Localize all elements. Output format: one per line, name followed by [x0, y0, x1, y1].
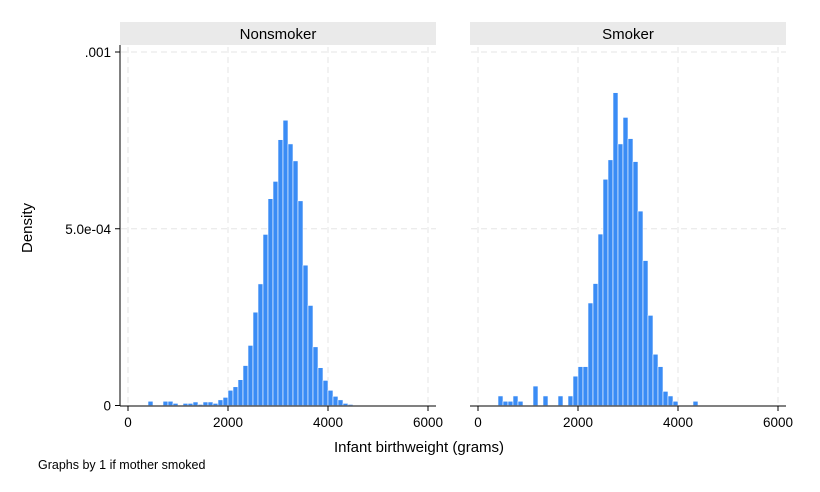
histogram-bar — [312, 346, 319, 406]
histogram-bar — [617, 143, 624, 406]
histogram-bar — [322, 380, 329, 406]
histogram-bar — [587, 302, 594, 406]
x-tick-label: 2000 — [213, 415, 243, 430]
x-tick-label: 4000 — [663, 415, 693, 430]
histogram-bar — [207, 401, 214, 406]
panels-group: Nonsmoker 0 2000 4000 6000 0 5.0e-04 .001 Smoker… — [65, 22, 793, 430]
histogram-bar — [672, 400, 679, 406]
y-tick-label: 0 — [103, 399, 111, 414]
histogram-bar — [342, 403, 349, 406]
histogram-bar — [692, 400, 699, 406]
histogram-bar — [327, 389, 334, 406]
histogram-bar — [202, 401, 209, 406]
strip-header — [120, 22, 436, 45]
histogram-bar — [307, 305, 314, 406]
histogram-bar — [557, 395, 564, 406]
x-tick-label: 0 — [474, 415, 482, 430]
histogram-bar — [217, 399, 224, 406]
histogram-bar — [592, 283, 599, 406]
histogram-bar — [602, 178, 609, 406]
panel-nonsmoker: Nonsmoker 0 2000 4000 6000 0 5.0e-04 .001 — [65, 22, 443, 430]
histogram-bar — [622, 117, 629, 406]
x-tick-label: 2000 — [563, 415, 593, 430]
histogram-bar — [532, 385, 539, 406]
histogram-bar — [292, 160, 299, 406]
histogram-bar — [662, 391, 669, 406]
x-axis-title: Infant birthweight (grams) — [334, 439, 504, 456]
histogram-bar — [512, 395, 519, 406]
histogram-bar — [572, 375, 579, 406]
histogram-bar — [297, 200, 304, 406]
strip-header — [470, 22, 786, 45]
histogram-bar — [567, 395, 574, 406]
histogram-bar — [282, 119, 289, 406]
histogram-bar — [237, 379, 244, 406]
y-tick-label: .001 — [85, 45, 111, 60]
histogram-bar — [497, 395, 504, 406]
x-tick-label: 6000 — [413, 415, 443, 430]
y-axis-title: Density — [19, 202, 36, 253]
histogram-bar — [337, 399, 344, 406]
histogram-bar — [597, 233, 604, 406]
x-tick-label: 0 — [124, 415, 132, 430]
histogram-bar — [262, 234, 269, 406]
histogram-bar — [302, 264, 309, 406]
histogram-bar — [317, 367, 324, 406]
x-tick-label: 6000 — [763, 415, 793, 430]
histogram-bar — [257, 283, 264, 406]
histogram-bar — [172, 403, 179, 406]
histogram-bar — [607, 159, 614, 406]
histogram-bar — [167, 400, 174, 406]
graph-by-note: Graphs by 1 if mother smoked — [38, 458, 205, 472]
histogram-bar — [577, 366, 584, 406]
histogram-bar — [222, 397, 229, 406]
histogram-bar — [502, 400, 509, 406]
histogram-bar — [642, 260, 649, 406]
histogram-bar — [192, 401, 199, 406]
histogram-bar — [287, 143, 294, 406]
histogram-bar — [582, 366, 589, 406]
histogram-bar — [627, 138, 634, 406]
histogram-bar — [647, 315, 654, 406]
histogram-bar — [267, 198, 274, 406]
histogram-bar — [242, 365, 249, 406]
histogram-bar — [252, 311, 259, 406]
strip-label: Smoker — [602, 26, 654, 43]
histogram-bar — [542, 395, 549, 406]
histogram-bar — [197, 404, 204, 406]
histogram-bar — [652, 353, 659, 406]
histogram-bar — [332, 396, 339, 406]
histogram-bar — [187, 403, 194, 406]
histogram-bar — [517, 400, 524, 406]
histogram-bar — [182, 403, 189, 406]
histogram-bar — [507, 400, 514, 406]
panel-smoker: Smoker 0 2000 4000 6000 — [470, 22, 793, 430]
histogram-bar — [632, 161, 639, 406]
histogram-bar — [162, 400, 169, 406]
histogram-bar — [147, 400, 154, 406]
histogram-bar — [232, 386, 239, 406]
y-tick-label: 5.0e-04 — [65, 222, 111, 237]
histogram-bar — [637, 210, 644, 406]
histogram-bar — [657, 366, 664, 406]
histogram-bar — [227, 389, 234, 406]
histogram-bar — [667, 395, 674, 406]
histogram-bar — [247, 345, 254, 406]
histogram-bar — [212, 403, 219, 406]
strip-label: Nonsmoker — [240, 26, 317, 43]
histogram-bar — [347, 404, 354, 406]
histogram-bar — [272, 181, 279, 406]
histogram-bar — [277, 139, 284, 406]
histogram-bar — [612, 92, 619, 406]
x-tick-label: 4000 — [313, 415, 343, 430]
